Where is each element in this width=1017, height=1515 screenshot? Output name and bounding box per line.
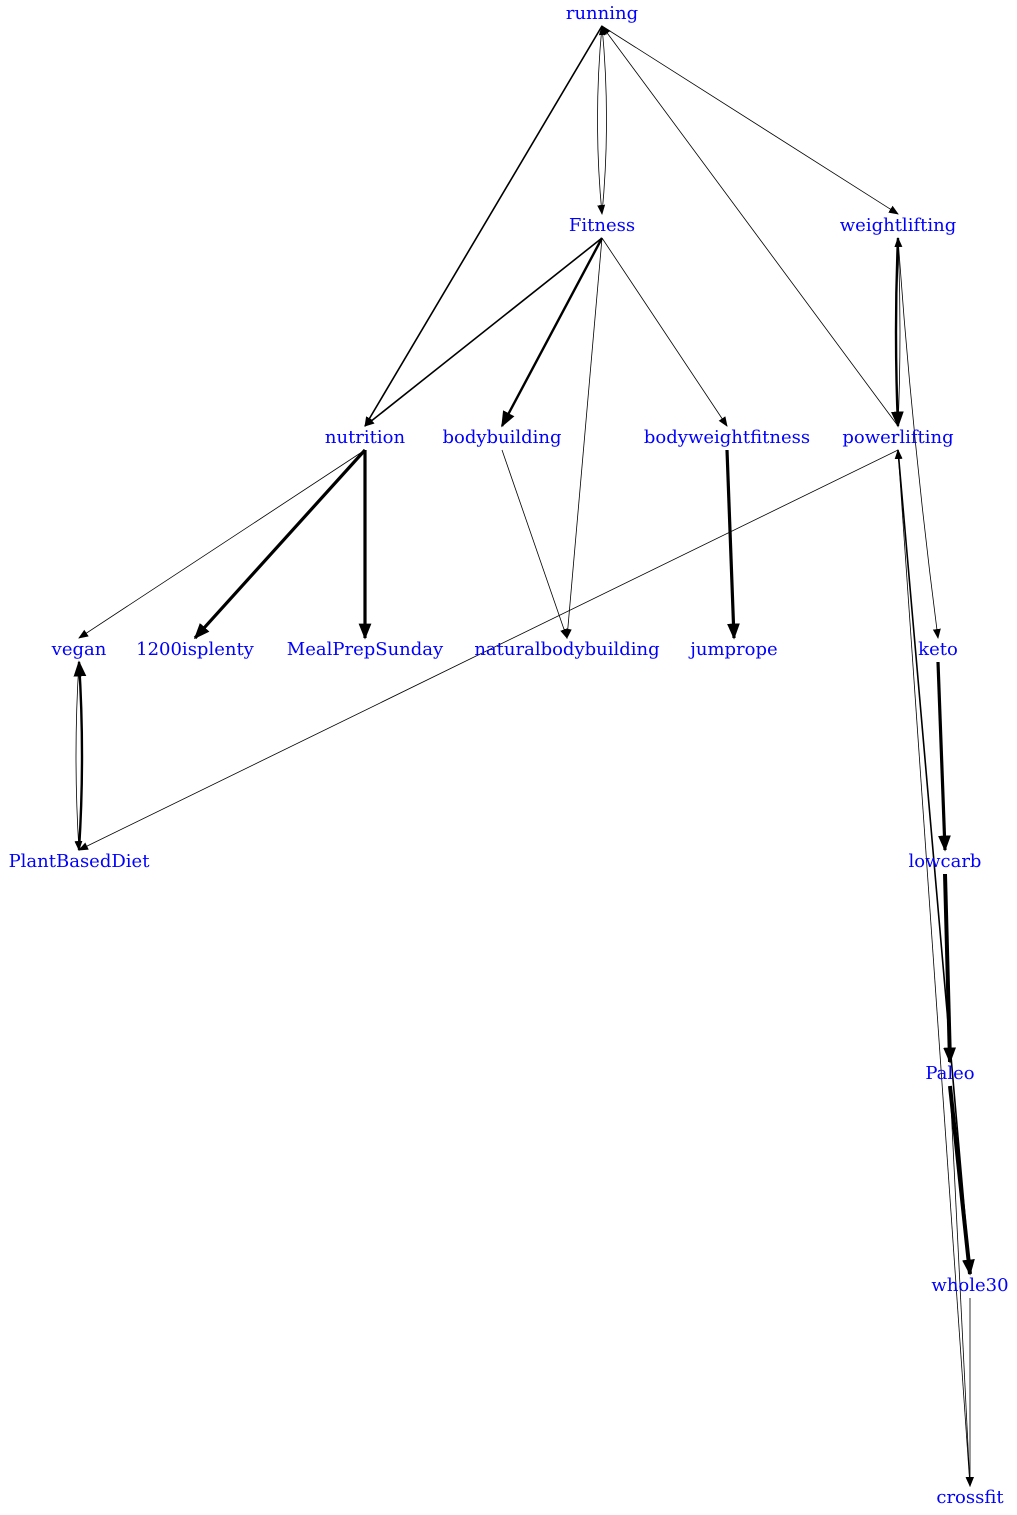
node-Paleo: Paleo (925, 1063, 974, 1084)
edge-bodyweightfitness-to-jumprope (725, 449, 740, 640)
node-MealPrepSunday: MealPrepSunday (287, 639, 444, 660)
edge-keto-to-lowcarb (936, 661, 951, 852)
node-lowcarb: lowcarb (909, 851, 982, 872)
edge-vegan-to-PlantBasedDiet (74, 661, 83, 851)
node-crossfit: crossfit (936, 1487, 1004, 1508)
edge-crossfit-to-powerlifting (894, 449, 971, 1487)
node-bodybuilding: bodybuilding (442, 427, 561, 448)
edge-nutrition-to-vegan (78, 449, 366, 639)
edge-running-to-nutrition (364, 25, 603, 427)
edge-powerlifting-to-whole30 (897, 449, 974, 1275)
node-PlantBasedDiet: PlantBasedDiet (9, 851, 151, 872)
node-naturalbodybuilding: naturalbodybuilding (474, 639, 659, 660)
edge-bodybuilding-to-naturalbodybuilding (501, 449, 568, 639)
node-nutrition: nutrition (325, 427, 406, 448)
edge-Paleo-to-crossfit (949, 1085, 974, 1487)
node-running: running (566, 3, 638, 24)
nodes-layer: running Fitness weightlifting nutrition body… (9, 3, 1009, 1508)
edge-running-to-weightlifting (601, 25, 899, 215)
edge-nutrition-to-1200isplenty (193, 448, 367, 640)
node-Fitness: Fitness (569, 215, 635, 236)
edge-running-to-Fitness (597, 25, 606, 215)
edge-Fitness-to-bodybuilding (500, 237, 604, 428)
node-whole30: whole30 (931, 1275, 1008, 1296)
node-vegan: vegan (51, 639, 107, 660)
edge-weightlifting-to-powerlifting (890, 237, 904, 428)
edge-lowcarb-to-Paleo (943, 873, 957, 1064)
edge-Paleo-to-whole30 (948, 1085, 975, 1276)
edge-PlantBasedDiet-to-vegan (73, 660, 87, 851)
node-jumprope: jumprope (688, 639, 777, 660)
edge-powerlifting-to-weightlifting (894, 237, 903, 427)
node-keto: keto (918, 639, 958, 660)
node-powerlifting: powerlifting (842, 427, 953, 448)
edge-Fitness-to-bodyweightfitness (601, 237, 728, 427)
edge-weightlifting-to-keto (897, 237, 941, 639)
edge-Fitness-to-naturalbodybuilding (563, 237, 603, 639)
edge-powerlifting-to-running (601, 25, 899, 427)
node-weightlifting: weightlifting (840, 215, 956, 236)
node-bodyweightfitness: bodyweightfitness (644, 427, 810, 448)
edge-Fitness-to-nutrition (364, 237, 603, 427)
edges-layer (73, 25, 975, 1487)
node-1200isplenty: 1200isplenty (136, 639, 255, 660)
edge-powerlifting-to-PlantBasedDiet (78, 449, 899, 851)
edge-Fitness-to-running (598, 25, 607, 215)
